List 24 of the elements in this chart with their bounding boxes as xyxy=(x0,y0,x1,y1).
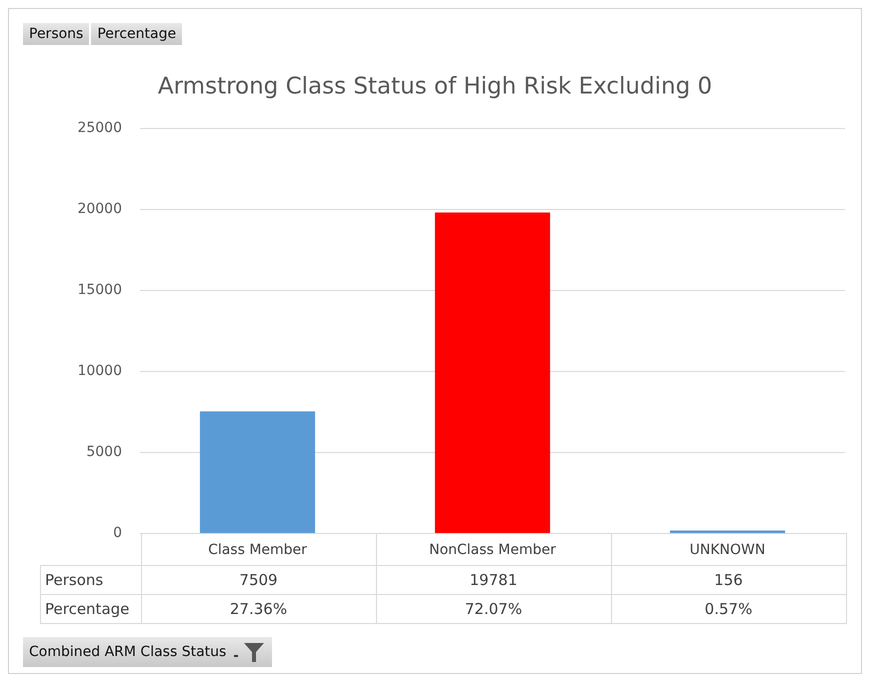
text: 72.07% xyxy=(376,594,611,624)
bar xyxy=(200,411,316,533)
text: 0.57% xyxy=(611,594,846,624)
y-tick-label: 25000 xyxy=(77,120,122,136)
text: Persons xyxy=(29,26,84,42)
bar xyxy=(670,530,786,533)
bar xyxy=(434,212,550,533)
text: Percentage xyxy=(40,594,141,624)
x-tick-label: UNKNOWN xyxy=(690,542,766,558)
text: 27.36% xyxy=(141,594,376,624)
y-tick-label: 5000 xyxy=(86,444,122,460)
y-tick-label: 20000 xyxy=(77,201,122,217)
text: Persons xyxy=(40,566,141,594)
data-label: 19781 xyxy=(376,566,611,594)
y-tick-label: 0 xyxy=(113,525,122,541)
x-tick-label: NonClass Member xyxy=(429,542,556,558)
data-label: 156 xyxy=(611,566,846,594)
y-tick-label: 15000 xyxy=(77,282,122,298)
x-tick-label: Class Member xyxy=(208,542,308,558)
text: Combined ARM Class Status xyxy=(29,644,226,660)
chart-title: Armstrong Class Status of High Risk Excluding 0 xyxy=(158,74,712,100)
data-label: 7509 xyxy=(141,566,376,594)
text: Percentage xyxy=(97,26,176,42)
y-tick-label: 10000 xyxy=(77,363,122,379)
